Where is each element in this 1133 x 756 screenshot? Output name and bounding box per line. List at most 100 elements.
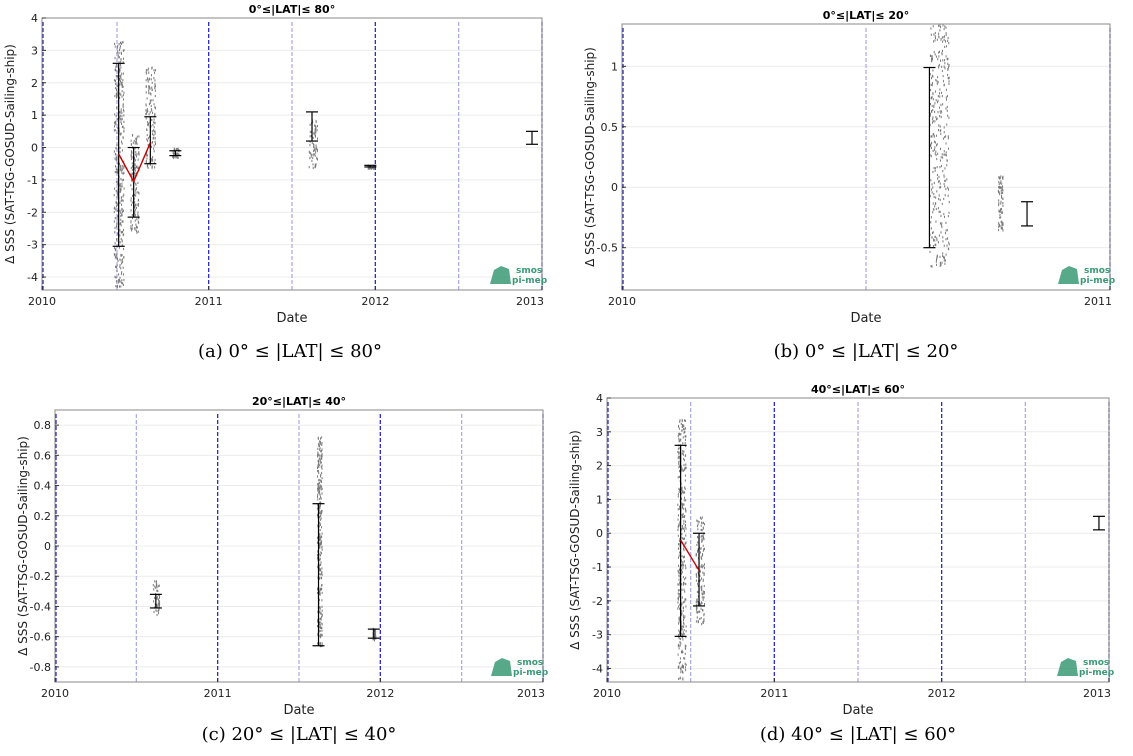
scatter-point (130, 143, 132, 146)
scatter-point (130, 227, 132, 230)
scatter-point (935, 207, 937, 211)
scatter-point (135, 139, 137, 142)
scatter-point (1000, 189, 1002, 192)
scatter-point (931, 57, 933, 60)
scatter-point (321, 605, 323, 608)
scatter-point (684, 530, 686, 533)
scatter-point (684, 542, 686, 545)
scatter-point (998, 190, 1000, 194)
scatter-point (945, 40, 947, 43)
scatter-point (947, 66, 949, 69)
scatter-point (947, 57, 949, 61)
scatter-point (317, 495, 319, 498)
scatter-point (937, 81, 939, 84)
scatter-point (118, 56, 120, 59)
scatter-point (946, 95, 948, 98)
scatter-point (702, 579, 704, 582)
scatter-point (931, 191, 933, 194)
scatter-point (932, 170, 934, 174)
scatter-point (321, 642, 323, 645)
scatter-point (942, 170, 944, 173)
scatter-point (684, 582, 686, 585)
scatter-point (317, 489, 319, 493)
scatter-point (943, 38, 945, 42)
scatter-point (681, 596, 683, 599)
scatter-point (931, 84, 933, 87)
scatter-point (138, 192, 140, 195)
scatter-point (683, 469, 685, 472)
scatter-point (681, 555, 683, 558)
scatter-point (1000, 186, 1002, 189)
scatter-point (134, 219, 136, 222)
scatter-point (318, 542, 320, 545)
scatter-point (944, 59, 946, 62)
scatter-point (930, 88, 932, 92)
y-tick-label: 4 (596, 392, 603, 405)
scatter-point (948, 188, 950, 191)
logo-line2: pi-mep (512, 276, 548, 286)
scatter-point (321, 591, 323, 595)
scatter-point (677, 503, 679, 506)
scatter-point (118, 273, 120, 276)
scatter-point (681, 583, 683, 586)
scatter-point (320, 612, 322, 615)
scatter-point (122, 282, 124, 285)
scatter-point (116, 171, 118, 174)
scatter-point (682, 601, 684, 604)
scatter-point (683, 625, 685, 628)
scatter-point (319, 606, 321, 609)
scatter-point (998, 225, 1000, 229)
scatter-point (677, 571, 679, 574)
scatter-point (318, 572, 320, 576)
y-tick-label: -0.2 (30, 570, 51, 583)
scatter-point (321, 485, 323, 488)
scatter-point (683, 537, 685, 540)
scatter-point (119, 150, 121, 154)
scatter-point (319, 518, 321, 521)
scatter-point (122, 41, 124, 44)
scatter-point (145, 109, 147, 112)
scatter-point (320, 621, 322, 624)
scatter-point (678, 437, 680, 440)
scatter-point (945, 32, 947, 35)
scatter-point (1000, 227, 1002, 230)
scatter-point (121, 95, 123, 98)
scatter-point (320, 497, 322, 500)
scatter-point (119, 75, 121, 78)
scatter-point (152, 155, 154, 159)
y-tick-label: 1 (611, 60, 618, 73)
scatter-point (146, 154, 148, 157)
scatter-point (318, 463, 320, 466)
scatter-point (152, 123, 154, 127)
scatter-point (120, 218, 122, 221)
scatter-point (685, 663, 687, 666)
scatter-point (702, 598, 704, 601)
scatter-point (678, 593, 680, 596)
scatter-point (122, 209, 124, 212)
scatter-point (677, 508, 679, 511)
scatter-point (154, 112, 156, 115)
scatter-point (177, 147, 179, 150)
scatter-point (701, 557, 703, 560)
scatter-point (122, 72, 124, 75)
scatter-point (934, 31, 936, 35)
scatter-point (320, 561, 322, 564)
scatter-point (321, 448, 323, 451)
scatter-point (684, 564, 686, 567)
x-tick-label: 2013 (517, 687, 545, 700)
scatter-point (934, 102, 936, 105)
scatter-point (932, 98, 934, 101)
scatter-point (153, 130, 155, 133)
scatter-point (942, 137, 944, 140)
scatter-point (321, 623, 323, 626)
scatter-point (700, 555, 702, 558)
scatter-point (121, 84, 123, 87)
scatter-point (114, 231, 116, 234)
scatter-point (122, 105, 124, 109)
scatter-point (114, 253, 116, 256)
scatter-point (121, 115, 123, 118)
scatter-point (678, 629, 680, 632)
